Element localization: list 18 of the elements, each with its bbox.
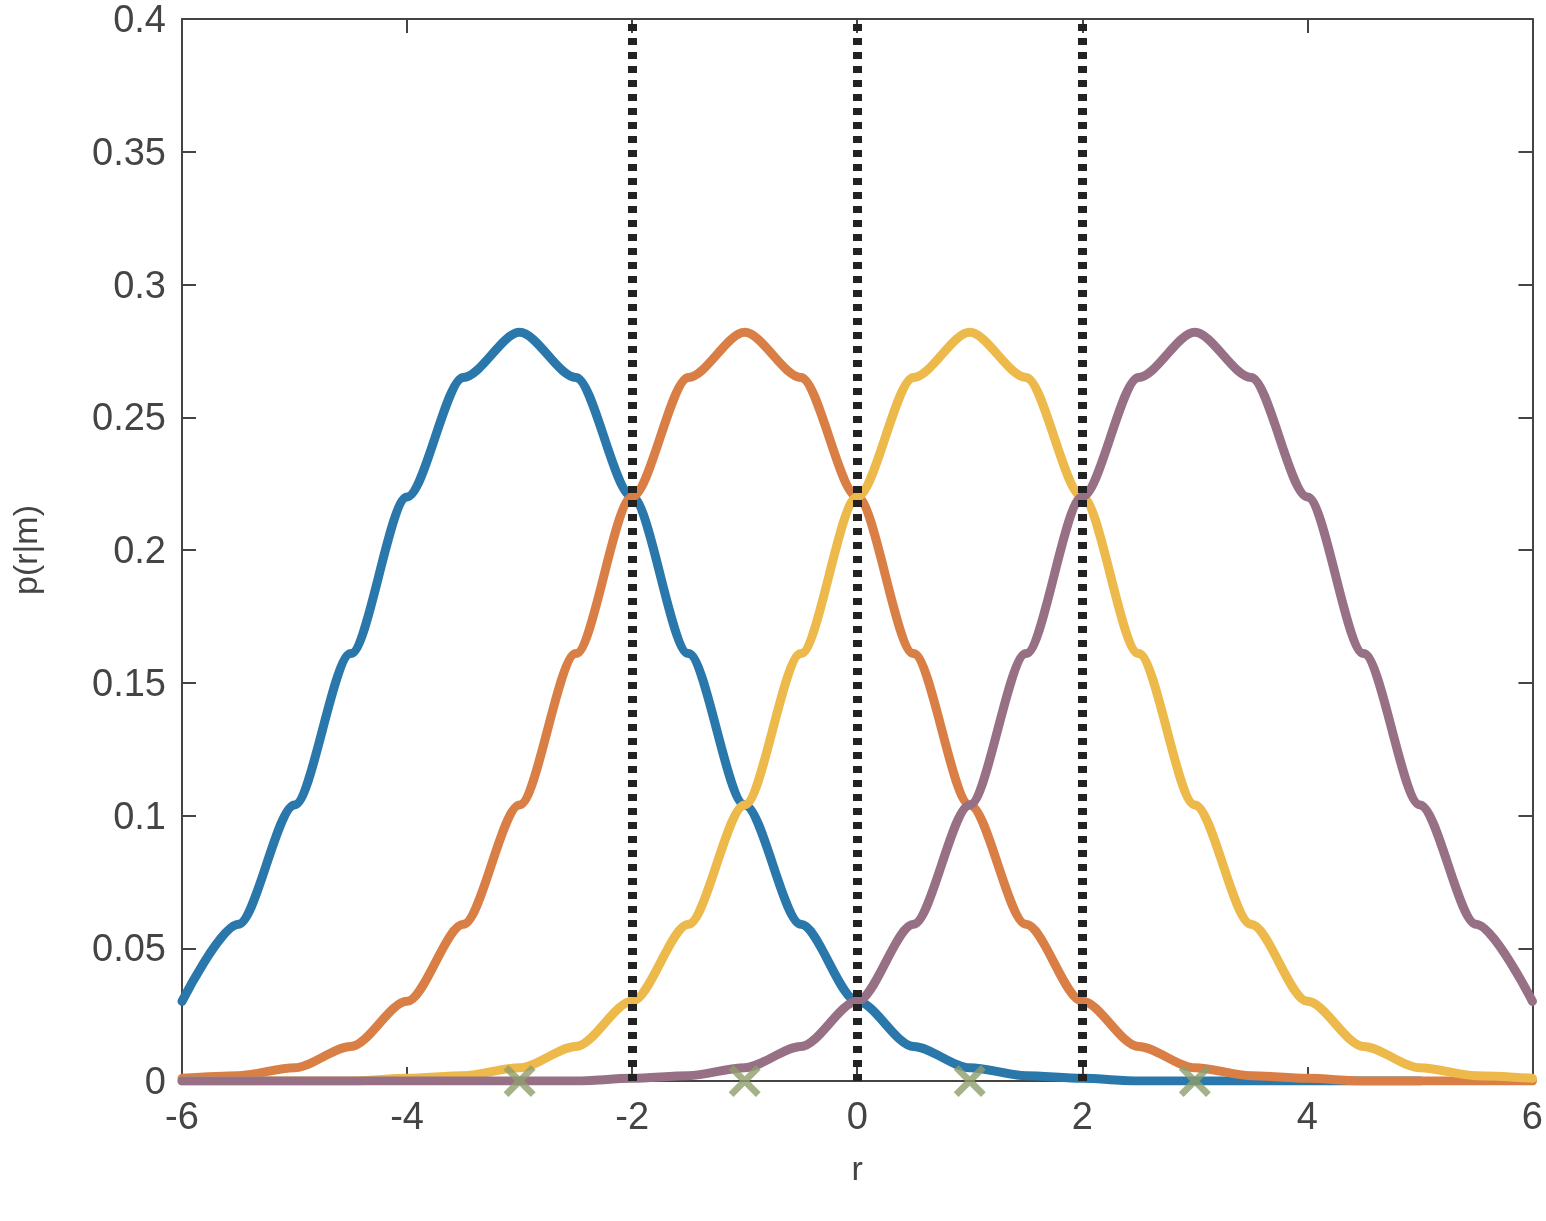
x-tick-label: 6 — [1521, 1095, 1543, 1137]
y-tick-label: 0.4 — [113, 0, 166, 40]
y-tick-label: 0.1 — [113, 794, 166, 837]
y-tick-label: 0 — [144, 1060, 166, 1102]
x-tick-label: -4 — [390, 1095, 424, 1137]
y-tick-label: 0.15 — [92, 661, 166, 704]
x-tick-label: 4 — [1296, 1095, 1318, 1137]
x-tick-label: 2 — [1071, 1095, 1093, 1137]
x-axis-title: r — [851, 1149, 863, 1187]
y-tick-label: 0.35 — [92, 130, 166, 173]
x-tick-label: -2 — [615, 1095, 650, 1137]
y-tick-label: 0.3 — [113, 263, 166, 306]
y-tick-label: 0.2 — [113, 529, 166, 571]
y-tick-label: 0.05 — [92, 927, 166, 970]
x-tick-label: 0 — [846, 1095, 868, 1137]
x-tick-label: -6 — [165, 1095, 199, 1137]
y-axis-title: p(r|m) — [6, 504, 44, 596]
y-tick-label: 0.25 — [92, 396, 166, 439]
